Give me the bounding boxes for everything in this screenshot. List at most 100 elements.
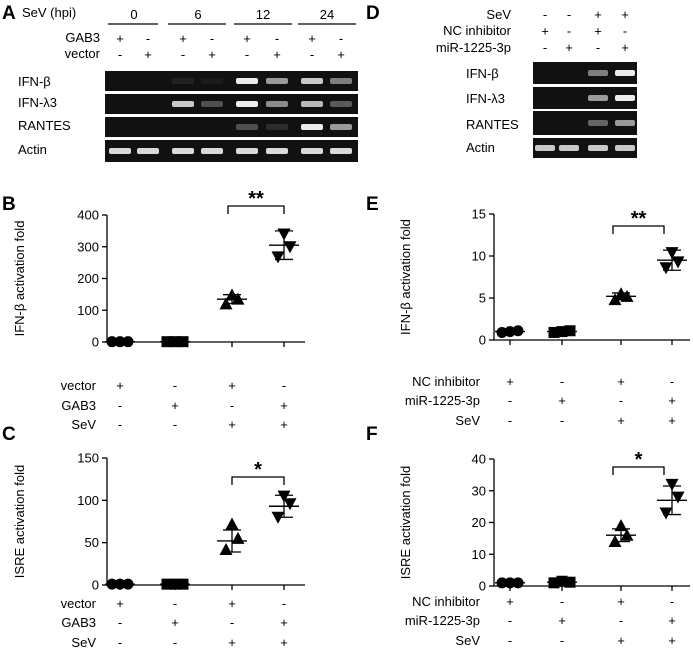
- cond-sign-e-r0-c3: -: [670, 374, 674, 389]
- ytick-label-f-1: 10: [472, 547, 486, 562]
- cond-sign-e-r1-c2: -: [619, 393, 623, 408]
- chart-panel-e: 0 5 10 15 IFN-β activation fold ** NC inhibito…: [398, 207, 690, 428]
- cond-sign-c-r2-c3: +: [280, 635, 288, 650]
- cond-label-b-2: SeV: [71, 417, 96, 432]
- cond-sign-e-r2-c0: -: [508, 413, 512, 428]
- cond-sign-b-r2-c1: -: [173, 417, 177, 432]
- band-d-r3-l1: [559, 145, 579, 151]
- cond-sign-c-r0-c2: +: [228, 596, 236, 611]
- cond-sign-b-r0-c3: -: [282, 378, 286, 393]
- cond-sign-e-r0-c0: +: [506, 374, 514, 389]
- sign-a-r0-c0: +: [116, 31, 124, 46]
- cond-sign-f-r0-c2: +: [617, 594, 625, 609]
- panel-a-gels: [105, 71, 358, 162]
- point-e-g3-0: [659, 262, 673, 275]
- point-f-g3-1: [671, 491, 685, 504]
- panel-d-gel-labels: IFN-β IFN-λ3 RANTES Actin: [466, 66, 519, 155]
- gel-label-d-ifn-lambda3: IFN-λ3: [466, 91, 505, 106]
- cond-label-c-0: vector: [61, 596, 97, 611]
- point-e-g3-1: [671, 256, 685, 269]
- band-d-r1-l2: [588, 95, 608, 101]
- sev-hpi-label: SeV (hpi): [22, 5, 76, 20]
- gel-d-row-3: [533, 138, 637, 158]
- cond-sign-f-r1-c1: +: [558, 613, 566, 628]
- point-f-g2-2: [614, 519, 628, 532]
- cond-sign-e-r1-c1: +: [558, 393, 566, 408]
- y-axis-title-e: IFN-β activation fold: [398, 219, 413, 335]
- sign-d-r2-c3: +: [621, 40, 629, 55]
- point-f-g3-2: [665, 478, 679, 491]
- gel-a-row-1: [105, 94, 358, 114]
- cond-sign-b-r2-c2: +: [228, 417, 236, 432]
- band-a-r3-l3: [201, 148, 223, 154]
- band-a-r2-l4: [236, 124, 258, 130]
- band-a-r1-l7: [330, 101, 352, 107]
- band-a-r2-l6: [301, 124, 323, 130]
- sign-a-r1-c6: -: [310, 47, 314, 62]
- band-d-r0-l2: [588, 70, 608, 76]
- band-a-r0-l3: [201, 78, 223, 84]
- gel-a-row-0: [105, 71, 358, 91]
- cond-label-e-0: NC inhibitor: [412, 374, 481, 389]
- ytick-label-f-3: 30: [472, 483, 486, 498]
- sig-label-b: **: [248, 188, 264, 210]
- sign-d-r1-c1: -: [567, 24, 571, 39]
- sign-d-r1-c3: -: [623, 24, 627, 39]
- cond-sign-e-r0-c2: +: [617, 374, 625, 389]
- cond-sign-e-r2-c2: +: [617, 413, 625, 428]
- point-c-g2-2: [225, 517, 239, 530]
- cond-sign-c-r1-c3: +: [280, 615, 288, 630]
- cond-sign-c-r1-c2: -: [230, 615, 234, 630]
- panel-d-header: SeV NC inhibitor miR-1225-3p: [436, 7, 512, 55]
- sign-a-r0-c3: -: [210, 31, 214, 46]
- band-d-r0-l3: [615, 70, 635, 76]
- band-a-r0-l6: [301, 78, 323, 84]
- row-label-gab3: GAB3: [65, 30, 100, 45]
- cond-sign-b-r1-c1: +: [171, 398, 179, 413]
- sign-d-r1-c0: +: [541, 24, 549, 39]
- ytick-label-e-0: 0: [479, 333, 486, 348]
- cond-sign-b-r0-c2: +: [228, 378, 236, 393]
- cond-sign-c-r2-c0: -: [118, 635, 122, 650]
- chart-panel-b: 0 100 200 300 400 IFN-β activation fold ** vect…: [12, 188, 305, 432]
- panel-d-signs: - - + ++ - + -- + - +: [541, 7, 629, 55]
- gel-a-row-2: [105, 117, 358, 137]
- cond-sign-c-r0-c1: -: [173, 596, 177, 611]
- cond-sign-c-r1-c0: -: [118, 615, 122, 630]
- chart-panel-f: 0 10 20 30 40 ISRE activation fold * NC inhibit…: [398, 449, 690, 648]
- ytick-label-f-0: 0: [479, 579, 486, 594]
- row-label-vector: vector: [65, 46, 101, 61]
- band-a-r1-l6: [301, 101, 323, 107]
- sign-a-r0-c6: +: [308, 31, 316, 46]
- cond-sign-f-r2-c2: +: [617, 633, 625, 648]
- gel-label-rantes: RANTES: [18, 118, 71, 133]
- cond-sign-f-r0-c3: -: [670, 594, 674, 609]
- point-c-g2-1: [231, 531, 245, 544]
- cond-sign-c-r0-c3: -: [282, 596, 286, 611]
- sig-label-f: *: [635, 449, 643, 471]
- panel-label-c: C: [2, 424, 16, 445]
- ytick-label-c-2: 100: [77, 493, 99, 508]
- sig-bracket-b: [227, 205, 285, 214]
- band-a-r2-l7: [330, 124, 352, 130]
- timepoint-0: 0: [130, 7, 137, 22]
- ytick-label-e-1: 5: [479, 291, 486, 306]
- cond-label-e-2: SeV: [455, 413, 480, 428]
- cond-label-e-1: miR-1225-3p: [405, 393, 480, 408]
- point-b-g3-0: [271, 251, 285, 264]
- band-a-r1-l4: [236, 101, 258, 107]
- ytick-label-c-1: 50: [85, 535, 99, 550]
- band-a-r1-l2: [172, 101, 194, 107]
- timepoint-12: 12: [256, 7, 270, 22]
- band-d-r3-l2: [588, 145, 608, 151]
- cond-sign-f-r1-c3: +: [668, 613, 676, 628]
- timepoint-6: 6: [194, 7, 201, 22]
- ytick-label-f-2: 20: [472, 515, 486, 530]
- sign-d-r2-c1: +: [565, 40, 573, 55]
- band-a-r0-l4: [236, 78, 258, 84]
- sign-d-r1-c2: +: [594, 24, 602, 39]
- y-axis-title-c: ISRE activation fold: [12, 465, 27, 578]
- ytick-label-b-0: 0: [92, 335, 99, 350]
- point-b-g3-1: [283, 241, 297, 254]
